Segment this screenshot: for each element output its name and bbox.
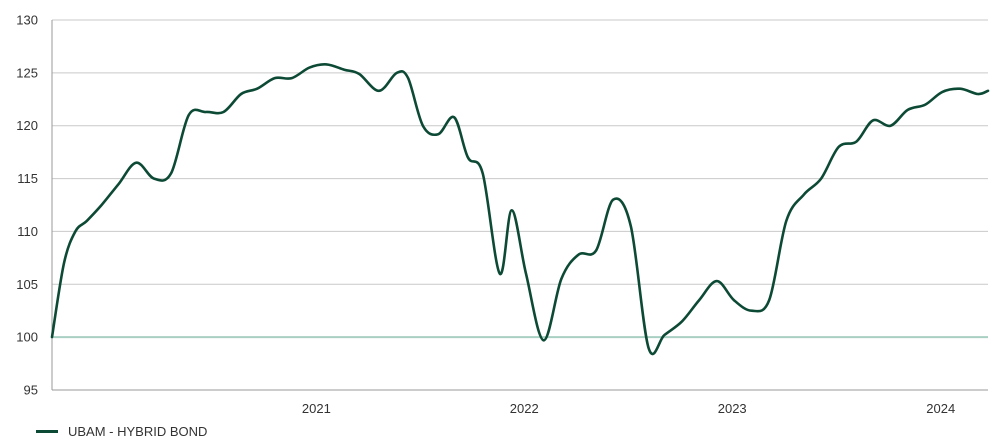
- y-tick-label: 110: [17, 224, 38, 239]
- y-tick-label: 115: [17, 171, 38, 186]
- legend-label: UBAM - HYBRID BOND: [68, 424, 208, 439]
- x-tick-label: 2024: [926, 401, 955, 416]
- y-tick-label: 130: [16, 13, 38, 28]
- legend: UBAM - HYBRID BOND: [36, 424, 207, 439]
- series-line-ubam-hybrid-bond: [50, 63, 990, 356]
- legend-swatch: [36, 430, 58, 433]
- x-tick-label: 2022: [510, 401, 539, 416]
- y-tick-label: 105: [16, 277, 38, 292]
- x-tick-label: 2023: [718, 401, 747, 416]
- y-tick-label: 95: [24, 383, 38, 398]
- y-axis: 95 100 105 110 115 120 125 130: [16, 13, 38, 398]
- y-tick-label: 120: [16, 118, 38, 133]
- y-tick-label: 125: [16, 65, 38, 80]
- y-tick-label: 100: [16, 330, 38, 345]
- gridlines: [51, 19, 988, 391]
- series-layer: [50, 63, 990, 356]
- x-axis: 2021 2022 2023 2024: [302, 401, 955, 416]
- x-tick-label: 2021: [302, 401, 331, 416]
